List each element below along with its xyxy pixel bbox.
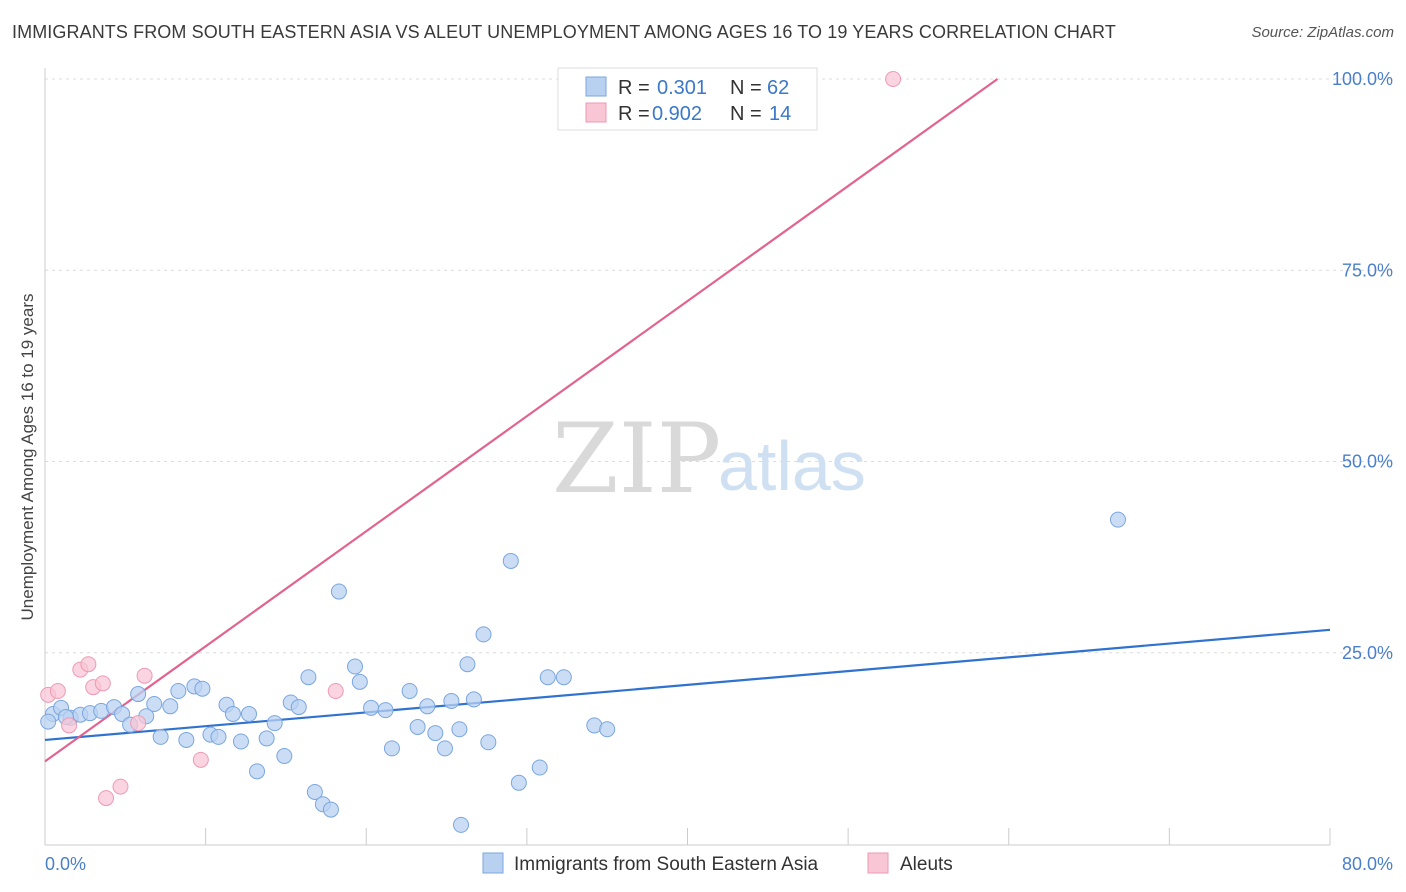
point-immigrants [178, 731, 195, 748]
point-immigrants [475, 626, 492, 643]
legend-pink-n-label: N = [730, 103, 762, 125]
legend-blue-r-label: R = [618, 77, 650, 99]
point-immigrants [306, 783, 323, 800]
y-tick-label: 100.0% [1332, 69, 1393, 89]
source-credit: Source: ZipAtlas.com [1251, 24, 1394, 41]
point-immigrants [322, 801, 339, 818]
data-points [40, 71, 1126, 833]
point-immigrants [224, 705, 241, 722]
point-immigrants [249, 763, 266, 780]
point-immigrants [210, 728, 227, 745]
point-immigrants [290, 699, 307, 716]
point-immigrants [363, 699, 380, 716]
legend-blue-n-value: 62 [767, 77, 789, 99]
point-immigrants [300, 669, 317, 686]
legend-blue-r-value: 0.301 [657, 77, 707, 99]
point-aleuts [130, 715, 147, 732]
point-aleuts [98, 790, 115, 807]
point-immigrants [451, 721, 468, 738]
point-immigrants [162, 698, 179, 715]
legend-blue-swatch [585, 76, 607, 97]
point-immigrants [351, 673, 368, 690]
point-immigrants [531, 759, 548, 776]
point-aleuts [49, 683, 66, 699]
point-immigrants [194, 680, 211, 697]
point-aleuts [61, 717, 78, 734]
point-aleuts [94, 675, 111, 692]
y-tick-label: 75.0% [1342, 260, 1393, 280]
point-immigrants [419, 698, 436, 715]
point-immigrants [146, 696, 163, 713]
legend-blue-n-label: N = [730, 77, 762, 99]
point-immigrants [330, 583, 347, 600]
point-aleuts [136, 667, 153, 684]
legend-pink-r-label: R = [618, 103, 650, 125]
x-tick-label: 0.0% [45, 854, 86, 874]
watermark-zip: ZIP [552, 403, 721, 515]
point-immigrants [170, 683, 187, 699]
point-immigrants [453, 816, 470, 833]
point-immigrants [539, 669, 556, 686]
y-tick-label: 25.0% [1342, 643, 1393, 663]
point-immigrants [347, 658, 364, 675]
point-immigrants [465, 691, 482, 708]
y-tick-label: 50.0% [1342, 452, 1393, 472]
point-aleuts [112, 778, 129, 795]
series-legend-blue-label: Immigrants from South Eastern Asia [514, 854, 819, 875]
y-axis-label: Unemployment Among Ages 16 to 19 years [18, 294, 37, 621]
point-aleuts [327, 683, 344, 699]
point-immigrants [232, 733, 249, 750]
legend-pink-swatch [585, 102, 607, 123]
trend-lines [44, 78, 1331, 763]
point-immigrants [377, 702, 394, 719]
series-legend-pink-swatch [867, 852, 889, 874]
series-legend: Immigrants from South Eastern Asia Aleut… [482, 852, 953, 875]
point-immigrants [510, 774, 527, 791]
point-immigrants [599, 721, 616, 738]
point-immigrants [443, 692, 460, 709]
point-aleuts [885, 71, 902, 87]
point-immigrants [555, 669, 572, 686]
trend-line-aleuts [44, 78, 999, 763]
point-immigrants [383, 740, 400, 757]
point-immigrants [40, 713, 57, 730]
point-immigrants [1109, 511, 1126, 528]
chart-title: IMMIGRANTS FROM SOUTH EASTERN ASIA VS AL… [12, 22, 1116, 42]
tick-labels: 25.0% 50.0% 75.0% 100.0% 0.0% 80.0% [45, 69, 1393, 874]
point-immigrants [401, 683, 418, 699]
point-immigrants [258, 730, 275, 747]
point-immigrants [436, 740, 453, 757]
point-immigrants [276, 748, 293, 765]
legend-pink-r-value: 0.902 [652, 103, 702, 125]
point-immigrants [266, 715, 283, 732]
watermark-atlas: atlas [718, 427, 866, 505]
gridlines [45, 78, 1395, 654]
legend-pink-n-value: 14 [769, 103, 791, 125]
axes [44, 68, 1331, 846]
point-aleuts [192, 751, 209, 768]
x-tick-label: 80.0% [1342, 854, 1393, 874]
point-immigrants [502, 552, 519, 569]
stats-legend: R = 0.301 N = 62 R = 0.902 N = 14 [557, 67, 818, 131]
series-legend-pink-label: Aleuts [900, 854, 953, 875]
point-immigrants [114, 705, 131, 722]
point-immigrants [459, 656, 476, 673]
point-aleuts [80, 656, 97, 673]
trend-line-immigrants [44, 628, 1331, 742]
point-immigrants [480, 734, 497, 751]
point-immigrants [152, 728, 169, 745]
series-legend-blue-swatch [482, 852, 504, 874]
point-immigrants [409, 718, 426, 735]
point-immigrants [130, 686, 147, 703]
point-immigrants [240, 705, 257, 722]
point-immigrants [427, 725, 444, 742]
